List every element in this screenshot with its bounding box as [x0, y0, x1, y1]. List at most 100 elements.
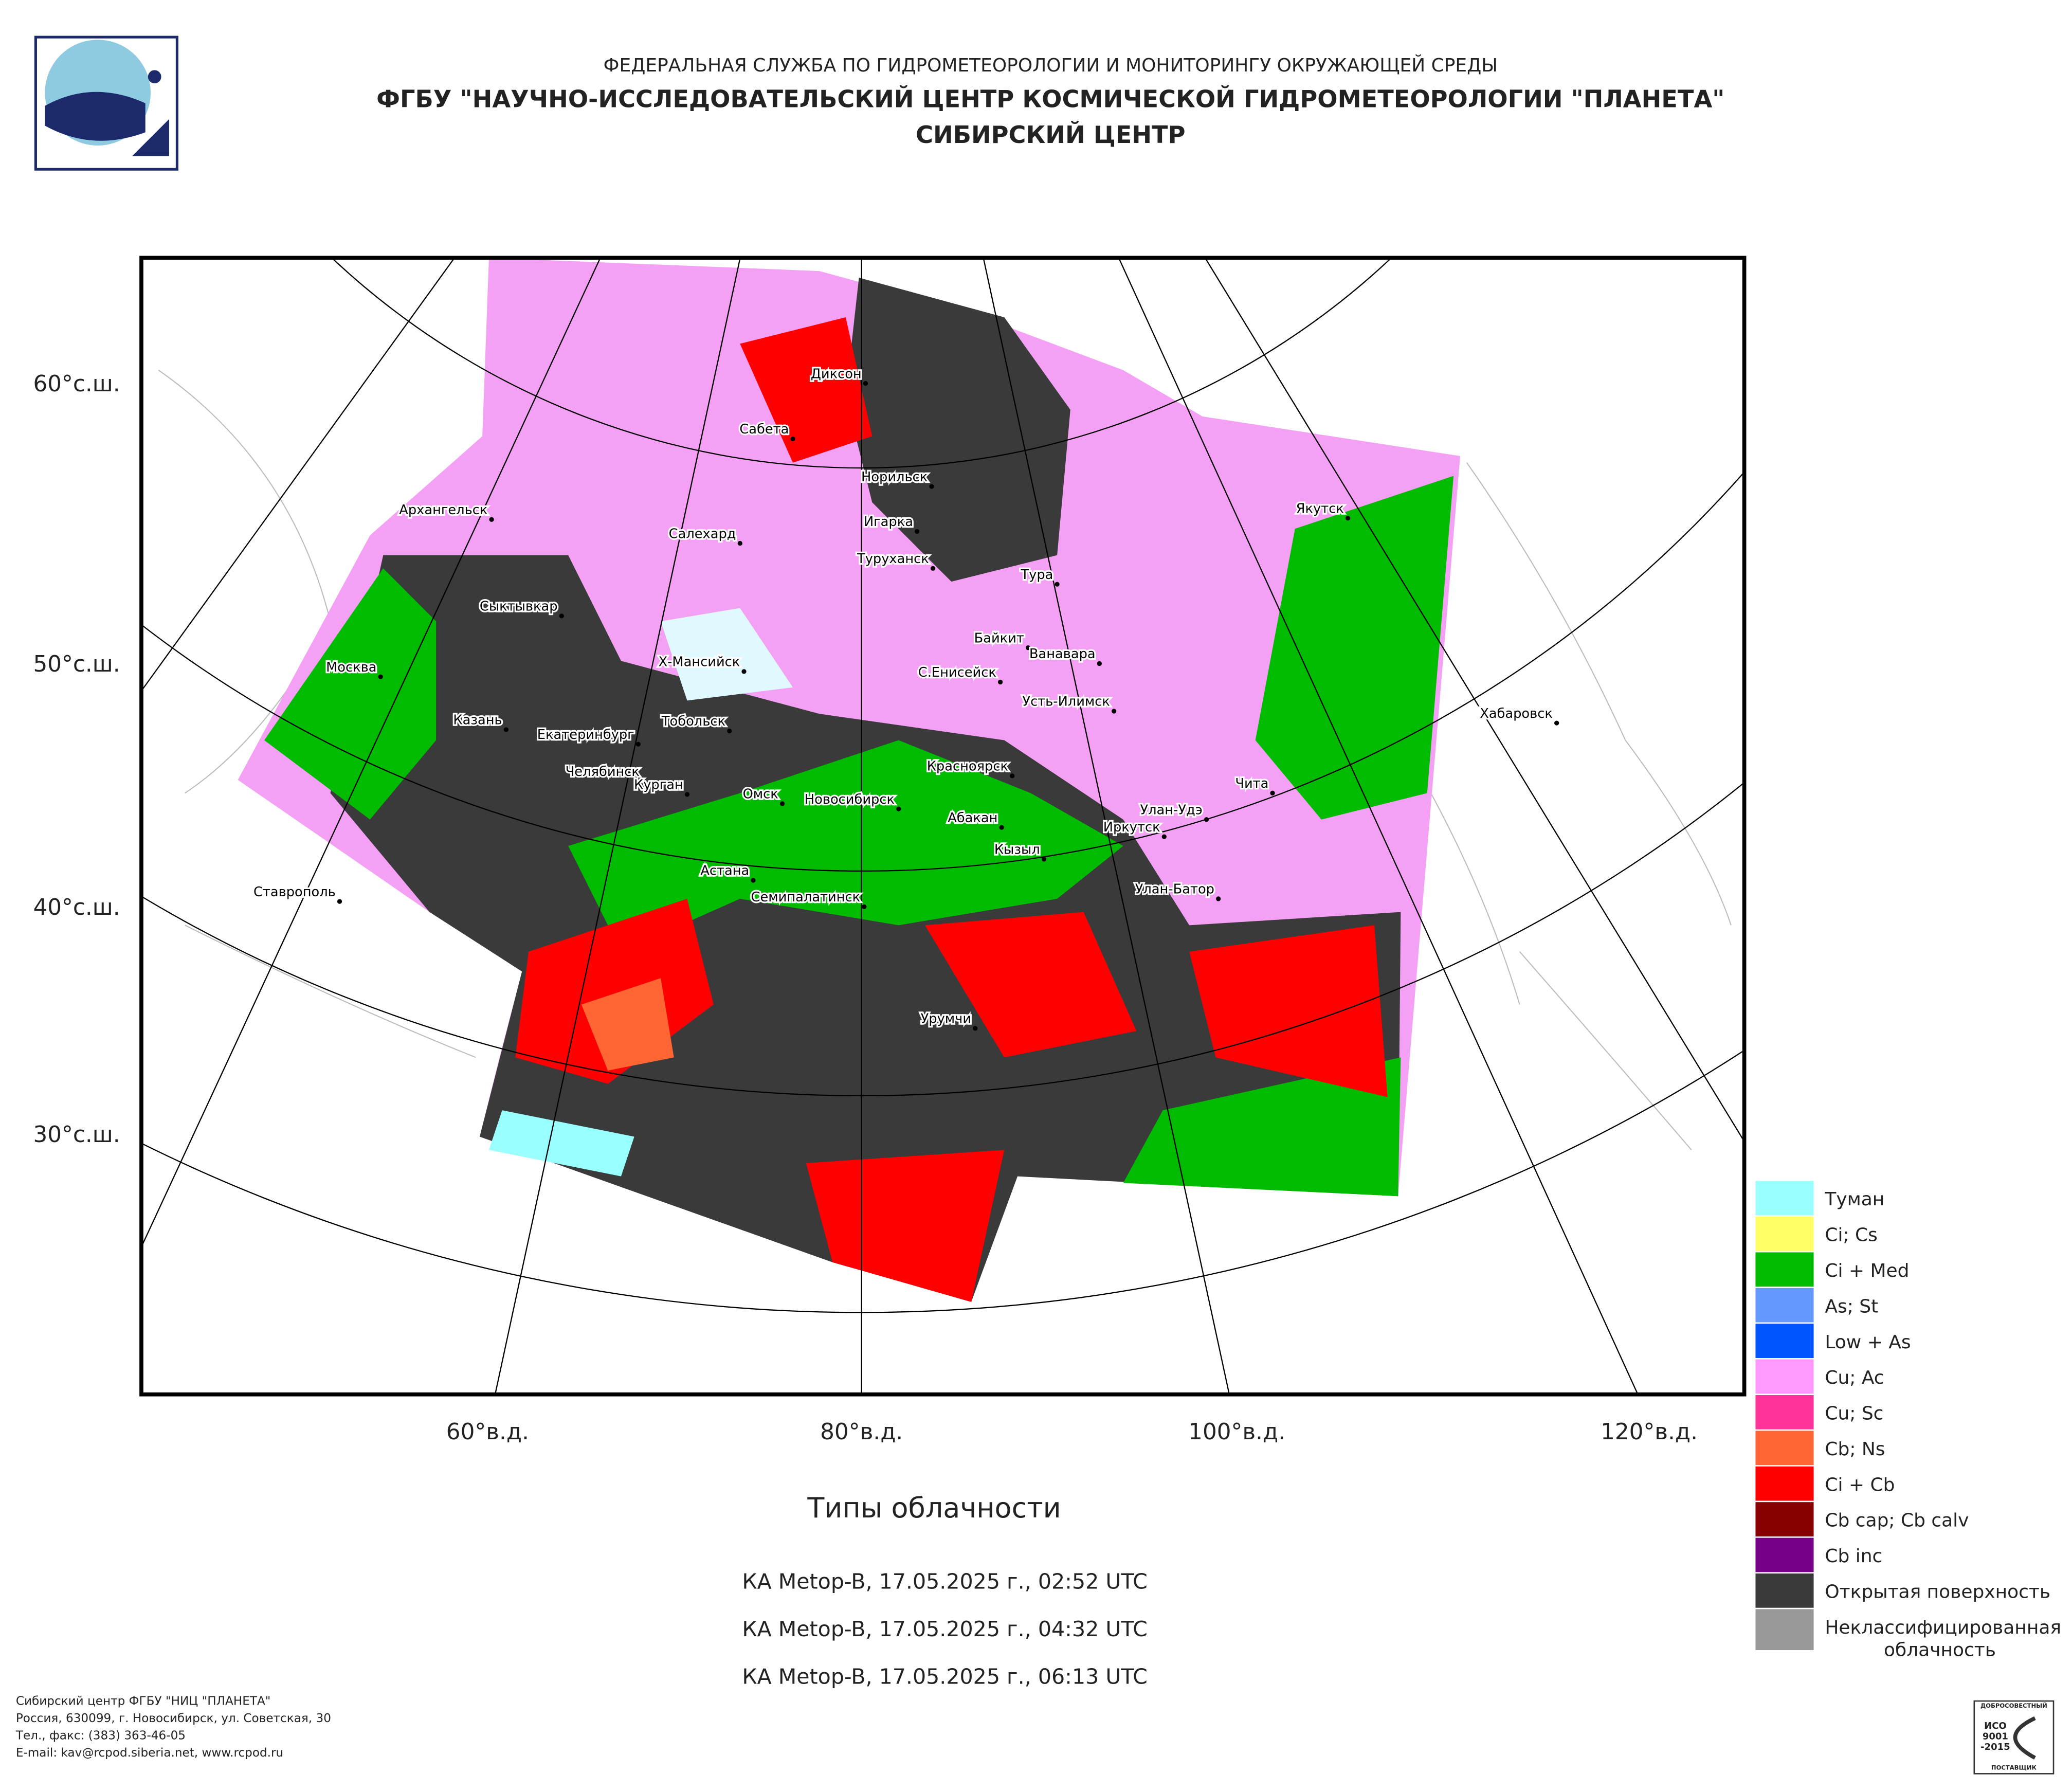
- city-dot: [1204, 817, 1209, 822]
- legend-label: Low + As: [1825, 1332, 1911, 1353]
- city-label: Байкит: [974, 630, 1024, 646]
- latitude-label: 60°с.ш.: [33, 371, 120, 397]
- city-dot: [929, 484, 934, 489]
- city-label: Игарка: [864, 514, 913, 530]
- city-label: Усть-Илимск: [1022, 694, 1110, 710]
- longitude-label: 80°в.д.: [820, 1419, 903, 1445]
- city-dot: [862, 904, 867, 909]
- longitude-label: 100°в.д.: [1188, 1419, 1285, 1445]
- city-label: Новосибирск: [805, 792, 895, 807]
- legend-label: Cb inc: [1825, 1546, 1882, 1567]
- latitude-label: 40°с.ш.: [33, 894, 120, 920]
- legend-label: Ci; Cs: [1825, 1225, 1878, 1246]
- city-label: Архангельск: [399, 502, 487, 518]
- city-label: С.Енисейск: [918, 665, 996, 680]
- city-label: Сыктывкар: [480, 599, 558, 614]
- city-label: Урумчи: [921, 1011, 971, 1027]
- city-label: Красноярск: [927, 759, 1008, 774]
- city-label: Салехард: [669, 526, 736, 541]
- badge-line: ДОБРОСОВЕСТНЫЙ: [1980, 1702, 2047, 1709]
- legend-label: Cb cap; Cb calv: [1825, 1510, 1969, 1531]
- city-dot: [737, 540, 742, 546]
- legend-label: Туман: [1824, 1189, 1884, 1210]
- footer-line: Тел., факс: (383) 363-46-05: [15, 1729, 186, 1743]
- header-line: СИБИРСКИЙ ЦЕНТР: [916, 121, 1185, 149]
- city-dot: [337, 899, 342, 904]
- city-label: Тобольск: [661, 714, 725, 729]
- legend-swatch: [1754, 1465, 1815, 1503]
- legend-swatch: [1754, 1215, 1815, 1253]
- city-dot: [896, 806, 901, 811]
- footer-line: E-mail: kav@rcpod.siberia.net, www.rcpod…: [16, 1746, 283, 1760]
- city-label: Улан-Удэ: [1140, 802, 1202, 818]
- city-label: Чита: [1235, 776, 1268, 791]
- city-dot: [1055, 582, 1060, 587]
- legend-label: Cu; Ac: [1825, 1367, 1884, 1388]
- city-dot: [1216, 896, 1221, 901]
- city-dot: [635, 741, 641, 747]
- legend-label: Cb; Ns: [1825, 1439, 1885, 1460]
- city-dot: [684, 792, 690, 797]
- city-dot: [378, 674, 383, 679]
- city-dot: [1345, 516, 1351, 521]
- city-dot: [915, 529, 920, 534]
- legend-swatch: [1754, 1180, 1815, 1217]
- footer-line: Россия, 630099, г. Новосибирск, ул. Сове…: [16, 1712, 331, 1725]
- city-label: Диксон: [811, 366, 862, 382]
- city-dot: [1270, 790, 1275, 795]
- city-label: Семипалатинск: [751, 890, 861, 905]
- city-label: Иркутск: [1103, 820, 1160, 835]
- legend-swatch: [1754, 1358, 1815, 1396]
- city-label: Абакан: [948, 810, 997, 826]
- badge-line: -2015: [1980, 1742, 2010, 1752]
- city-dot: [727, 728, 732, 734]
- legend-swatch: [1754, 1572, 1815, 1609]
- graticule-labels: 60°с.ш. 50°с.ш. 40°с.ш. 30°с.ш. 60°в.д. 80°в.…: [33, 371, 1698, 1445]
- caption-title: Типы облачности: [807, 1492, 1061, 1524]
- city-dot: [1161, 834, 1167, 839]
- city-layer: Диксон Сабета Норильск Архангельск Игарка Сал…: [252, 365, 1559, 1031]
- longitude-label: 60°в.д.: [446, 1419, 529, 1445]
- pass-line: КА Metop-B, 17.05.2025 г., 04:32 UTC: [742, 1617, 1147, 1641]
- city-label: Х-Мансийск: [659, 655, 740, 670]
- legend-swatch: [1754, 1322, 1815, 1360]
- city-dot: [1041, 857, 1047, 862]
- legend-label: облачность: [1884, 1640, 1996, 1661]
- city-dot: [751, 878, 756, 883]
- city-label: Москва: [326, 660, 376, 675]
- city-dot: [779, 801, 785, 806]
- city-dot: [999, 825, 1004, 830]
- city-label: Хабаровск: [1480, 706, 1553, 721]
- city-label: Кызыл: [994, 842, 1040, 858]
- legend-label: As; St: [1825, 1296, 1878, 1317]
- latitude-label: 30°с.ш.: [33, 1121, 120, 1148]
- city-label: Казань: [453, 713, 502, 728]
- city-dot: [973, 1026, 978, 1031]
- badge-line: 9001: [1983, 1731, 2008, 1742]
- city-dot: [930, 566, 936, 571]
- map: Диксон Сабета Норильск Архангельск Игарка Сал…: [141, 258, 1744, 1395]
- legend-swatch: [1754, 1607, 1815, 1652]
- city-label: Челябинск: [566, 764, 640, 780]
- legend-swatch: [1754, 1536, 1815, 1573]
- city-dot: [1097, 661, 1102, 666]
- city-label: Норильск: [861, 469, 928, 485]
- city-dot: [741, 669, 747, 674]
- latitude-label: 50°с.ш.: [33, 651, 120, 677]
- legend-swatch: [1754, 1429, 1815, 1467]
- legend-label: Ci + Med: [1825, 1260, 1909, 1281]
- header-line: ФЕДЕРАЛЬНАЯ СЛУЖБА ПО ГИДРОМЕТЕОРОЛОГИИ …: [604, 55, 1498, 76]
- city-label: Якутск: [1296, 501, 1344, 516]
- footer: Сибирский центр ФГБУ "НИЦ "ПЛАНЕТА" Росси…: [15, 1695, 331, 1760]
- legend-swatch: [1754, 1394, 1815, 1431]
- legend-label: Ci + Cb: [1825, 1474, 1895, 1495]
- legend-label: Cu; Sc: [1825, 1403, 1883, 1424]
- city-label: Омск: [743, 787, 778, 802]
- city-label: Ванавара: [1029, 646, 1096, 662]
- passes: КА Metop-B, 17.05.2025 г., 02:52 UTC КА M…: [742, 1569, 1147, 1689]
- city-dot: [790, 436, 795, 442]
- city-label: Тура: [1020, 567, 1053, 583]
- legend-swatch: [1754, 1251, 1815, 1288]
